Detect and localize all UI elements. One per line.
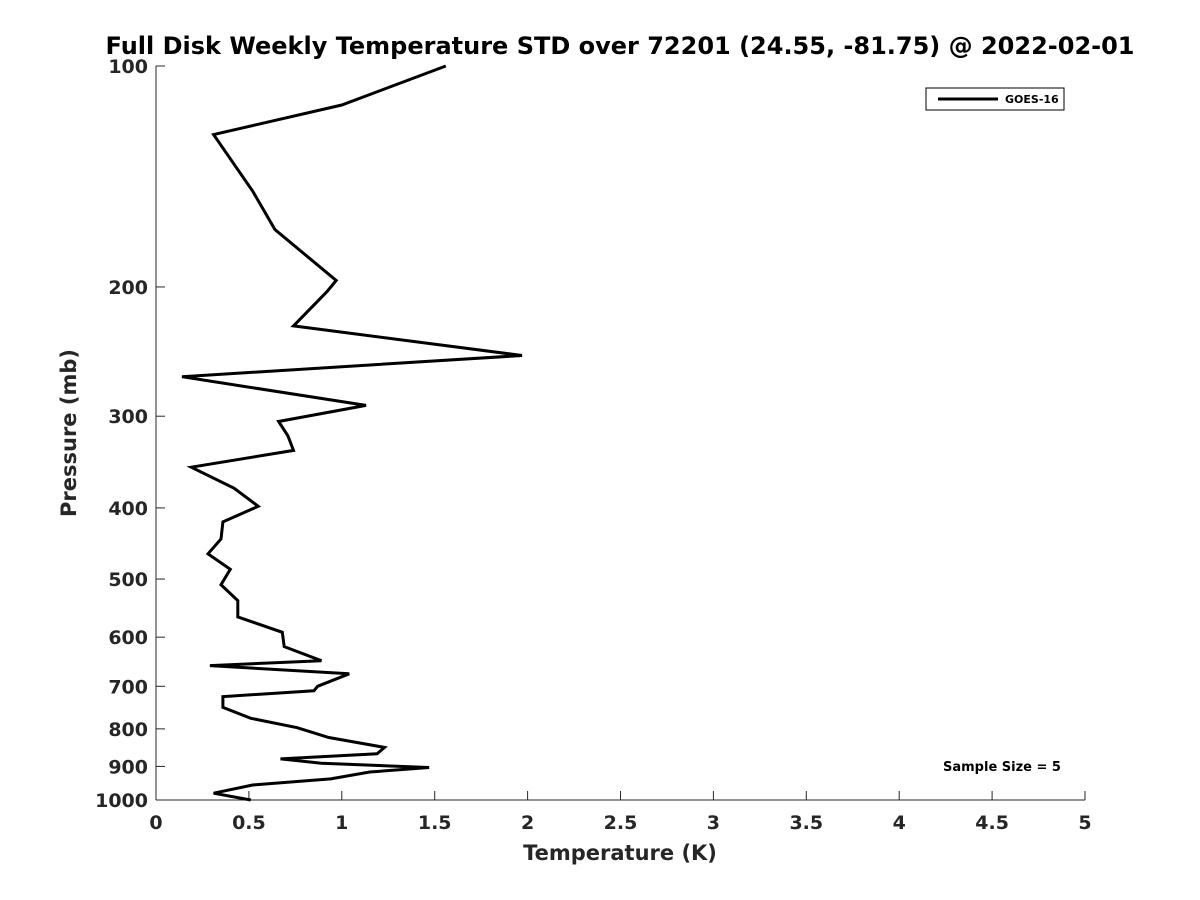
x-tick-label: 4.5	[975, 812, 1009, 834]
y-tick-label: 1000	[95, 790, 148, 812]
y-tick-label: 900	[108, 756, 148, 778]
x-tick-label: 1.5	[418, 812, 452, 834]
y-tick-label: 400	[108, 498, 148, 520]
x-tick-label: 3.5	[789, 812, 823, 834]
x-tick-label: 4	[893, 812, 906, 834]
legend: GOES-16	[925, 87, 1065, 111]
y-tick-label: 500	[108, 569, 148, 591]
x-axis-label: Temperature (K)	[523, 841, 717, 865]
y-tick-label: 100	[108, 56, 148, 78]
x-tick-label: 2	[521, 812, 534, 834]
x-tick-label: 5	[1078, 812, 1091, 834]
legend-label-goes-16: GOES-16	[1005, 93, 1059, 106]
sample-size-annotation: Sample Size = 5	[943, 760, 1061, 775]
x-tick-label: 0.5	[232, 812, 266, 834]
x-ticks: 0 0.5 1 1.5 2 2.5 3 3.5 4 4.5 5	[149, 791, 1092, 834]
y-tick-label: 700	[108, 676, 148, 698]
chart-title: Full Disk Weekly Temperature STD over 72…	[106, 32, 1135, 60]
y-ticks: 100 200 300 400 500 600 700 800 900 1000	[95, 56, 165, 812]
x-tick-label: 1	[335, 812, 348, 834]
y-tick-label: 200	[108, 277, 148, 299]
series-line-goes-16	[181, 64, 523, 802]
y-axis-label: Pressure (mb)	[57, 349, 81, 517]
y-tick-label: 800	[108, 719, 148, 741]
x-tick-label: 0	[149, 812, 162, 834]
x-tick-label: 3	[707, 812, 720, 834]
y-tick-label: 600	[108, 627, 148, 649]
y-tick-label: 300	[108, 406, 148, 428]
x-tick-label: 2.5	[604, 812, 638, 834]
